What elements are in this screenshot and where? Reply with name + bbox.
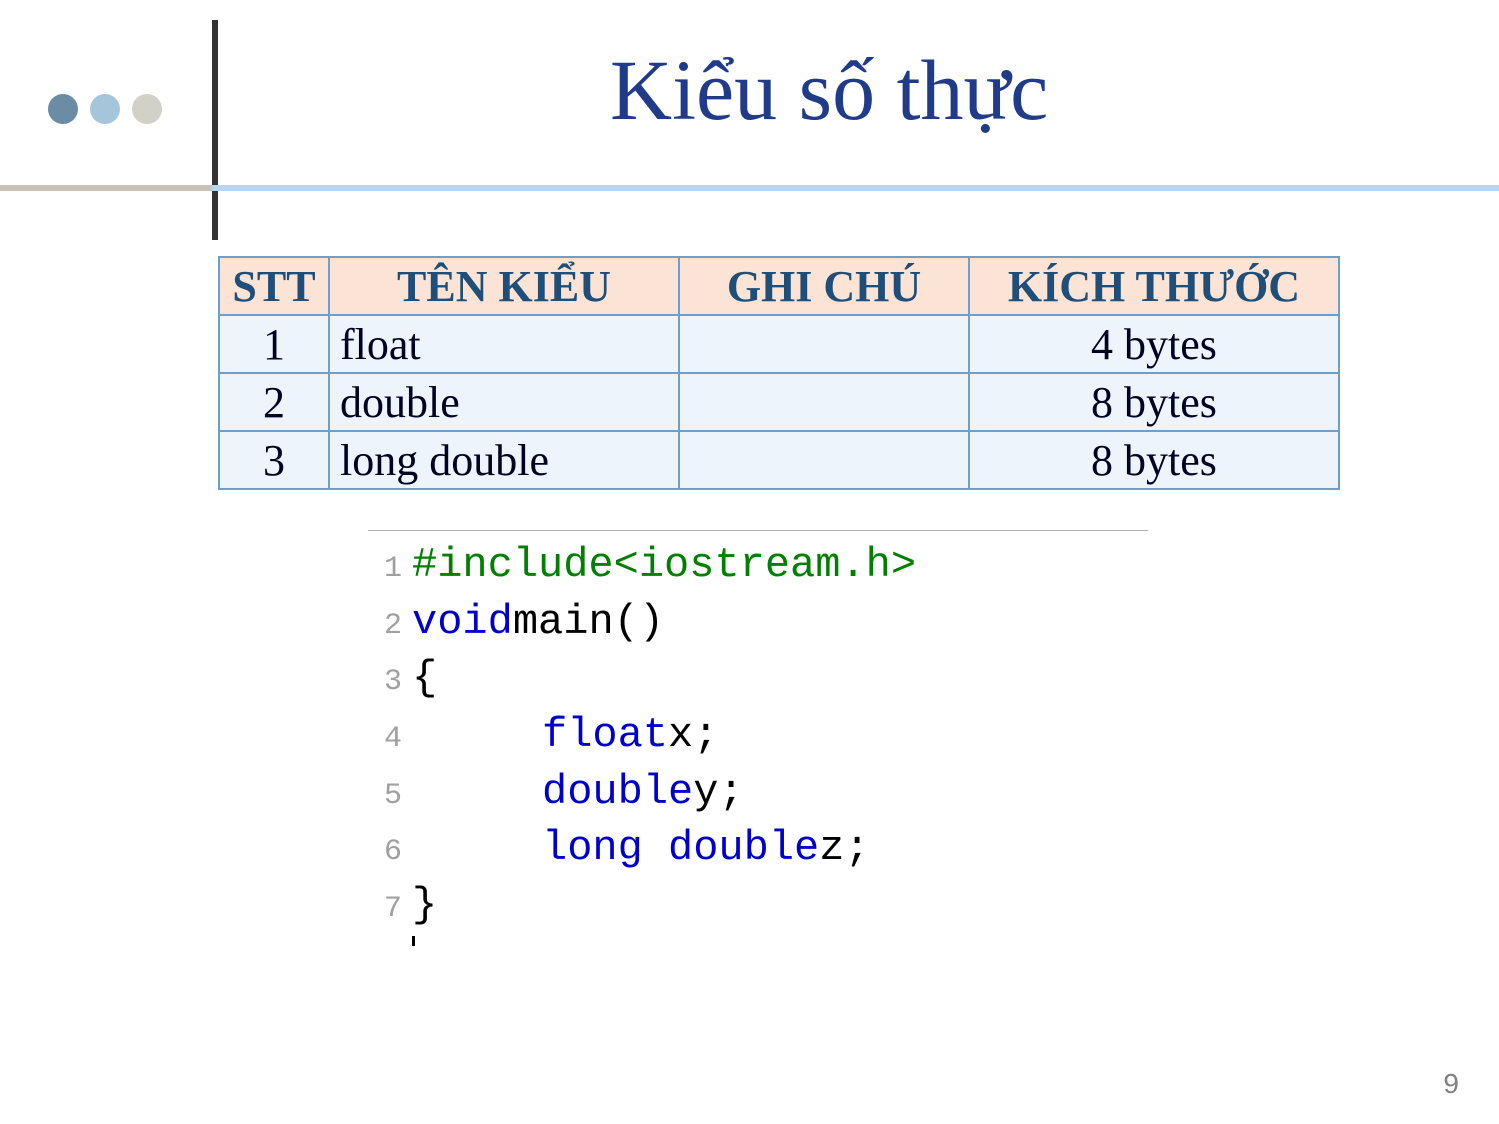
cell-note	[679, 431, 969, 489]
punct-token: ;	[718, 764, 743, 821]
vertical-rule	[212, 20, 218, 240]
header-name: TÊN KIỂU	[329, 257, 679, 315]
text-cursor-icon	[412, 936, 415, 946]
cell-name: double	[329, 373, 679, 431]
code-line: 3 {	[368, 650, 1148, 707]
cell-name: float	[329, 315, 679, 373]
table-header-row: STT TÊN KIỂU GHI CHÚ KÍCH THƯỚC	[219, 257, 1339, 315]
slide-title: Kiểu số thực	[610, 40, 1048, 140]
horizontal-rule	[0, 185, 1499, 195]
page-number: 9	[1443, 1068, 1459, 1100]
line-number: 2	[368, 606, 402, 647]
identifier-token: main()	[513, 594, 664, 651]
cell-stt: 3	[219, 431, 329, 489]
cell-note	[679, 315, 969, 373]
dot-3	[132, 94, 162, 124]
cell-note	[679, 373, 969, 431]
line-number: 3	[368, 662, 402, 703]
code-line: 2 void main()	[368, 594, 1148, 651]
line-number: 1	[368, 549, 402, 590]
line-number: 6	[368, 832, 402, 873]
slide-header: Kiểu số thực	[0, 0, 1499, 190]
brace-token: {	[412, 650, 437, 707]
cell-stt: 2	[219, 373, 329, 431]
line-number: 7	[368, 889, 402, 930]
table-row: 3 long double 8 bytes	[219, 431, 1339, 489]
code-line: 1 #include<iostream.h>	[368, 537, 1148, 594]
keyword-token: void	[412, 594, 513, 651]
table-row: 2 double 8 bytes	[219, 373, 1339, 431]
code-block: 1 #include<iostream.h> 2 void main() 3 {…	[368, 530, 1148, 946]
decorative-dots	[48, 94, 162, 124]
identifier-token: y	[693, 764, 718, 821]
keyword-token: double	[542, 764, 693, 821]
punct-token: ;	[693, 707, 718, 764]
line-number: 4	[368, 719, 402, 760]
dot-2	[90, 94, 120, 124]
cell-stt: 1	[219, 315, 329, 373]
table-row: 1 float 4 bytes	[219, 315, 1339, 373]
cell-size: 8 bytes	[969, 373, 1339, 431]
header-stt: STT	[219, 257, 329, 315]
code-line: 4 float x;	[368, 707, 1148, 764]
preprocessor-token: #include<iostream.h>	[412, 537, 916, 594]
keyword-token: long double	[542, 820, 819, 877]
cell-name: long double	[329, 431, 679, 489]
header-note: GHI CHÚ	[679, 257, 969, 315]
header-size: KÍCH THƯỚC	[969, 257, 1339, 315]
keyword-token: float	[542, 707, 668, 764]
code-line: 7 }	[368, 877, 1148, 934]
dot-1	[48, 94, 78, 124]
slide-content: STT TÊN KIỂU GHI CHÚ KÍCH THƯỚC 1 float …	[218, 256, 1479, 946]
cell-size: 4 bytes	[969, 315, 1339, 373]
identifier-token: x	[668, 707, 693, 764]
cell-size: 8 bytes	[969, 431, 1339, 489]
identifier-token: z	[819, 820, 844, 877]
code-line: 5 double y;	[368, 764, 1148, 821]
punct-token: ;	[844, 820, 869, 877]
brace-token: }	[412, 877, 437, 934]
line-number: 5	[368, 776, 402, 817]
code-line: 6 long double z;	[368, 820, 1148, 877]
types-table: STT TÊN KIỂU GHI CHÚ KÍCH THƯỚC 1 float …	[218, 256, 1340, 490]
